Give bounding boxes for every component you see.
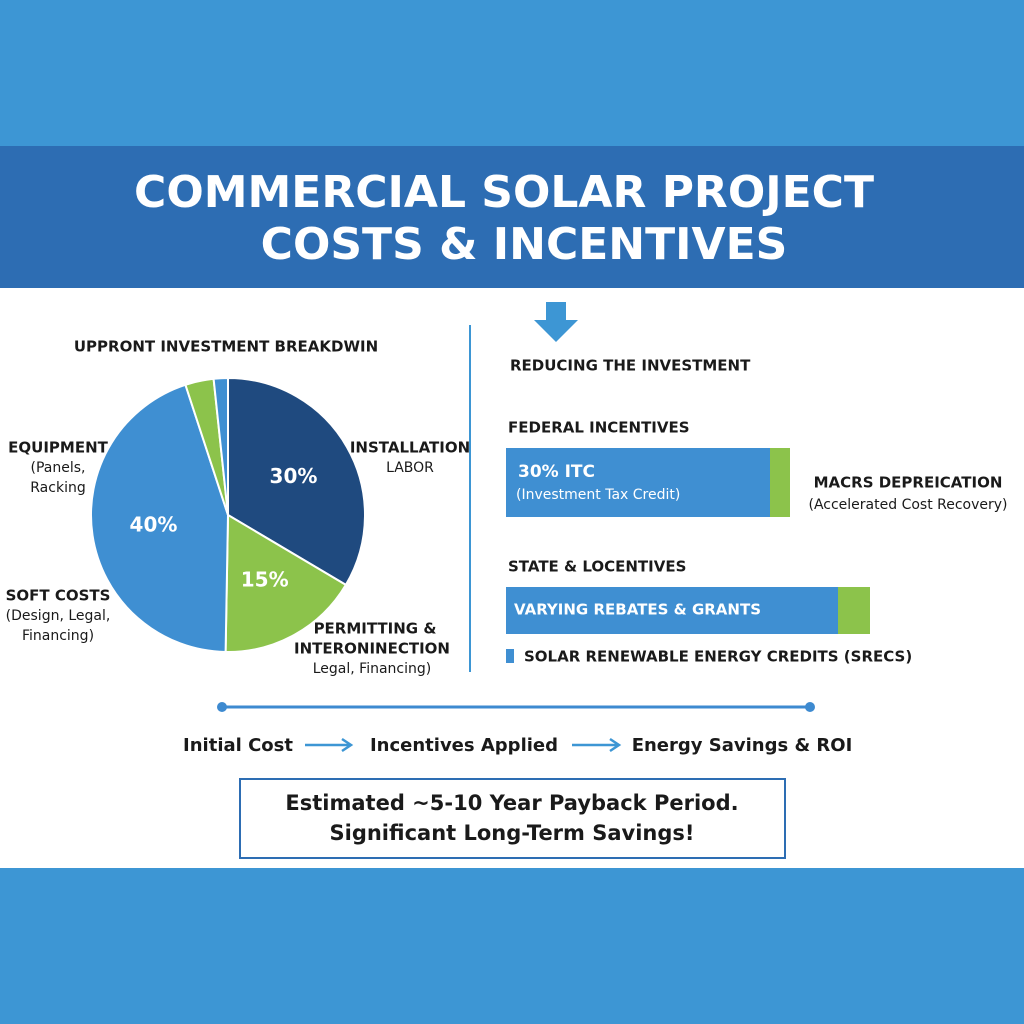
pie-slice [224, 513, 348, 653]
section-heading: STATE & LOCENTIVES [508, 558, 686, 576]
annotation-detail: Financing) [22, 628, 94, 644]
flow-step: Initial Cost [183, 735, 293, 756]
pie-heading: UPPRONT INVESTMENT BREAKDWIN [74, 338, 378, 356]
flow-arrow [305, 737, 354, 753]
bullet [506, 649, 514, 663]
title: COMMERCIAL SOLAR PROJECT [134, 167, 874, 218]
timeline-dot [217, 702, 227, 712]
flow-step: Energy Savings & ROI [632, 735, 853, 756]
pie-chart: 30% 15% 40% [90, 376, 366, 653]
annotation-detail: Racking [30, 480, 85, 496]
annotation-detail: (Panels, [31, 460, 86, 476]
summary-box [239, 778, 786, 859]
side-title: MACRS DEPREICATION [814, 474, 1003, 492]
flow-arrow [572, 737, 622, 753]
rebates-bar-accent [838, 587, 870, 634]
annotation-detail: Legal, Financing) [313, 661, 431, 677]
annotation-detail: LABOR [386, 460, 434, 476]
annotation-detail: INTERONINECTION [294, 640, 450, 658]
section-heading: FEDERAL INCENTIVES [508, 419, 690, 437]
pie-slice [227, 376, 366, 587]
summary-line: Estimated ~5-10 Year Payback Period. [285, 791, 738, 815]
bottom-band [0, 868, 1024, 1024]
side-detail: (Accelerated Cost Recovery) [808, 497, 1007, 513]
top-band [0, 0, 1024, 146]
timeline-dot [805, 702, 815, 712]
annotation-title: PERMITTING & [314, 620, 437, 638]
bar-title: VARYING REBATES & GRANTS [514, 601, 761, 619]
slice-label: 40% [130, 513, 178, 537]
section-heading: REDUCING THE INVESTMENT [510, 357, 751, 375]
down-arrow [534, 302, 578, 342]
bar-title: 30% ITC [518, 462, 595, 482]
summary-line: Significant Long-Term Savings! [330, 821, 695, 845]
annotation-title: INSTALLATION [350, 439, 470, 457]
slice-label: 30% [270, 464, 318, 488]
annotation-title: EQUIPMENT [8, 439, 108, 457]
bar-detail: (Investment Tax Credit) [516, 487, 680, 503]
annotation-title: SOFT COSTS [6, 587, 111, 605]
pie-slice [90, 383, 230, 653]
title: COSTS & INCENTIVES [261, 219, 788, 270]
slice-label: 15% [241, 567, 289, 591]
annotation-detail: (Design, Legal, [6, 608, 111, 624]
itc-bar-accent [770, 448, 790, 517]
rebates-bar [506, 587, 838, 634]
flow-step: Incentives Applied [370, 735, 558, 756]
title-band [0, 146, 1024, 288]
itc-bar [506, 448, 770, 517]
note: SOLAR RENEWABLE ENERGY CREDITS (SRECS) [524, 648, 912, 666]
pie-slice [212, 376, 229, 516]
